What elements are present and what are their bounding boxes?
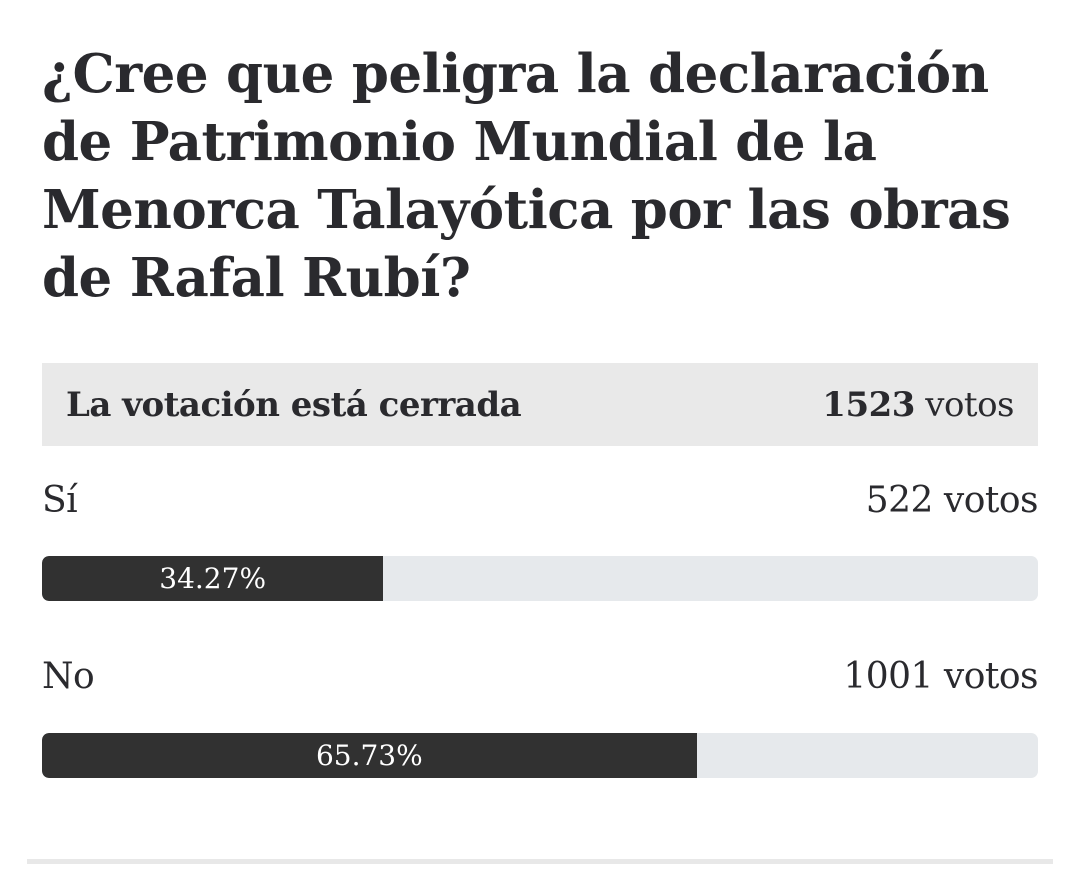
option-label: No <box>42 656 95 697</box>
poll-status: La votación está cerrada <box>66 384 522 425</box>
option-votes: 1001 votos <box>843 656 1038 697</box>
poll-option-si: Sí 522 votos <box>42 480 1039 521</box>
divider <box>27 859 1053 864</box>
total-votes-number: 1523 <box>822 384 915 425</box>
option-bar-fill: 65.73% <box>42 733 697 778</box>
total-votes: 1523 votos <box>822 385 1014 425</box>
option-percent: 34.27% <box>159 562 267 595</box>
option-percent: 65.73% <box>315 739 423 772</box>
poll-widget: ¿Cree que peligra la declaración de Patr… <box>42 40 1039 778</box>
poll-status-bar: La votación está cerrada 1523 votos <box>42 363 1038 446</box>
option-bar-no: 65.73% <box>42 733 1038 778</box>
poll-question: ¿Cree que peligra la declaración de Patr… <box>42 43 1011 309</box>
option-votes: 522 votos <box>865 480 1039 521</box>
total-votes-unit: votos <box>925 384 1014 425</box>
option-bar-fill: 34.27% <box>42 556 384 601</box>
option-bar-si: 34.27% <box>42 556 1038 601</box>
option-label: Sí <box>42 480 78 521</box>
poll-option-no: No 1001 votos <box>42 656 1038 697</box>
